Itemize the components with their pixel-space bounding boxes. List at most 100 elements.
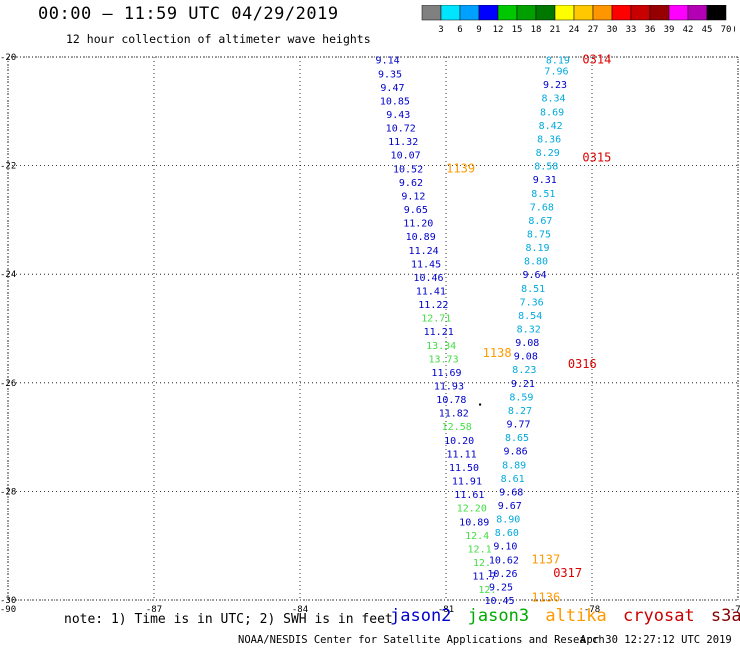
wave-height-label: 11.69 [431, 368, 461, 379]
wave-height-label: 11.93 [434, 382, 464, 393]
wave-height-label: 12. [473, 558, 491, 569]
wave-height-label: 8.42 [539, 121, 563, 132]
wave-height-label: 11.45 [411, 259, 441, 270]
y-tick-label: -20 [0, 53, 16, 63]
wave-height-label: 9.08 [515, 338, 539, 349]
y-tick-label: -26 [0, 379, 16, 389]
wave-height-label: 13.73 [429, 354, 459, 365]
wave-height-label: 8.90 [496, 515, 520, 526]
wave-height-label: 8.67 [528, 216, 552, 227]
wave-height-label: 12.4 [465, 531, 489, 542]
wave-height-label: 10.89 [459, 517, 489, 528]
wave-height-label: 10.85 [380, 96, 410, 107]
color-scale-label: 21 [550, 25, 561, 35]
wave-height-label: 12.71 [421, 314, 451, 325]
wave-height-label: 8.54 [518, 311, 542, 322]
wave-height-label: 11.82 [439, 409, 469, 420]
wave-height-label: 11.91 [452, 477, 482, 488]
wave-height-label: 9.64 [523, 270, 547, 281]
wave-height-label: 7.68 [530, 202, 554, 213]
wave-height-label: 11.11 [447, 449, 477, 460]
wave-height-label: 8.69 [540, 107, 564, 118]
wave-height-label: 9.77 [506, 420, 530, 431]
color-scale-label: 45 [702, 25, 713, 35]
wave-height-label: 8.36 [537, 134, 561, 145]
wave-height-label: 10.20 [444, 436, 474, 447]
wave-height-label: 8.51 [521, 284, 545, 295]
wave-height-label: 13.34 [426, 341, 456, 352]
wave-height-label: 9.67 [498, 501, 522, 512]
color-scale-label: 15 [512, 25, 523, 35]
wave-height-label: 12.58 [442, 422, 472, 433]
x-tick-label: -87 [146, 605, 162, 612]
y-tick-label: -24 [0, 270, 16, 280]
wave-height-label: 11.50 [449, 463, 479, 474]
legend-s3a: s3a [710, 606, 740, 626]
color-scale-label: 30 [607, 25, 618, 35]
chart-title: 00:00 – 11:59 UTC 04/29/2019 [38, 4, 339, 24]
cryosat-pass-label: 0314 [582, 53, 611, 67]
wave-height-label: 9.35 [378, 69, 402, 80]
x-tick-label: -81 [438, 605, 454, 612]
wave-height-label: 9.14 [376, 56, 400, 67]
wave-height-label: 9.31 [533, 175, 557, 186]
wave-height-label: 8.58 [534, 162, 558, 173]
cryosat-pass-label: 0317 [553, 566, 582, 580]
color-scale-label: 6 [457, 25, 462, 35]
color-scale-label: 9 [476, 25, 481, 35]
chart-subtitle: 12 hour collection of altimeter wave hei… [66, 32, 371, 46]
wave-height-label: 10.46 [413, 273, 443, 284]
altika-pass-label: 1139 [446, 161, 475, 175]
note-text: note: 1) Time is in UTC; 2) SWH is in fe… [64, 612, 393, 627]
wave-height-label: 11.21 [424, 327, 454, 338]
color-scale-label: 70 [721, 25, 732, 35]
wave-height-label: 8.51 [531, 189, 555, 200]
altika-pass-label: 1137 [531, 552, 560, 566]
wave-height-label: 10.45 [484, 596, 514, 607]
wave-height-label: 11.22 [418, 300, 448, 311]
wave-height-label: 9.86 [504, 447, 528, 458]
wave-height-label: 9.43 [386, 110, 410, 121]
wave-height-label: 8.32 [517, 325, 541, 336]
wave-height-label: 8.75 [527, 229, 551, 240]
y-tick-label: -28 [0, 487, 16, 497]
wave-height-label: 10.78 [436, 395, 466, 406]
wave-height-label: 10.89 [406, 232, 436, 243]
x-tick-label: -78 [584, 605, 600, 612]
x-tick-label: -75 [730, 605, 740, 612]
color-scale-label: 42 [683, 25, 694, 35]
color-scale-label: (ft) [732, 25, 735, 35]
wave-height-label: 10.52 [393, 164, 423, 175]
color-scale-label: 3 [438, 25, 443, 35]
legend-jason2: jason2 [390, 606, 452, 626]
color-scale-label: 12 [493, 25, 504, 35]
wave-height-label: 7.96 [544, 67, 568, 78]
wave-height-label: 8.23 [512, 365, 536, 376]
plot-area: -90 -87 -84 -81 -78 -75 -20 -22 -24 -26 -28 -30 9.14… [0, 53, 740, 612]
wave-height-label: 10.07 [391, 151, 421, 162]
color-scale-label: 36 [645, 25, 656, 35]
wave-height-label: 9.23 [543, 80, 567, 91]
wave-height-label: 9.08 [514, 352, 538, 363]
satellite-legend: jason2 jason3 altika cryosat s3a [390, 606, 740, 626]
wave-height-label: 8.59 [509, 392, 533, 403]
wave-height-label: 8.80 [524, 257, 548, 268]
wave-height-label: 10.72 [386, 124, 416, 135]
wave-height-label: 9.21 [511, 379, 535, 390]
x-tick-label: -90 [0, 605, 16, 612]
wave-height-label: 8.61 [501, 474, 525, 485]
wave-height-label: 9.25 [489, 582, 513, 593]
altika-pass-label: 1136 [531, 590, 560, 604]
wave-height-label: 12.20 [457, 504, 487, 515]
credit-line: NOAA/NESDIS Center for Satellite Applica… [238, 634, 605, 646]
wave-height-label: 9.62 [399, 178, 423, 189]
color-scale-label: 33 [626, 25, 637, 35]
marker-dot [478, 403, 482, 406]
altika-pass-label: 1138 [483, 346, 512, 360]
y-tick-label: -30 [0, 596, 16, 606]
wave-height-label: 8.60 [495, 528, 519, 539]
legend-cryosat: cryosat [623, 606, 695, 626]
wave-height-label: 9.68 [499, 487, 523, 498]
wave-height-label: 8.29 [536, 148, 560, 159]
